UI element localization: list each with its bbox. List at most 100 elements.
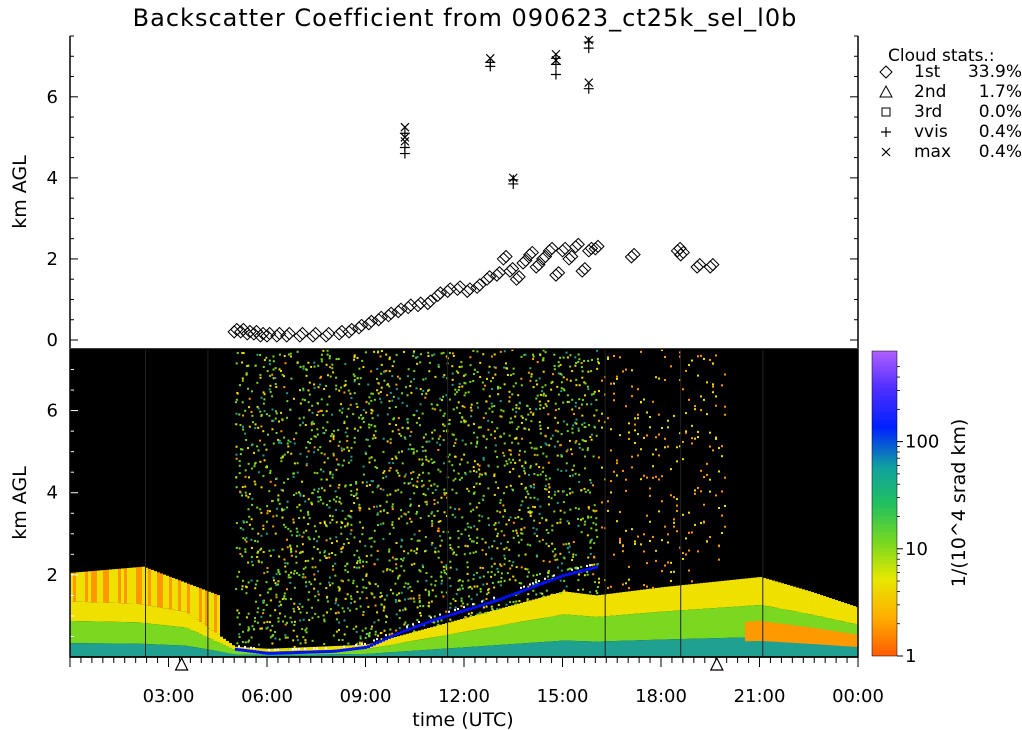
cloud-point-1st <box>460 284 474 299</box>
noise-speckle <box>320 375 323 378</box>
bl-upper-cell <box>301 647 304 651</box>
noise-speckle <box>575 384 578 387</box>
noise-speckle <box>353 436 356 439</box>
noise-speckle <box>355 585 358 588</box>
noise-speckle <box>673 518 675 521</box>
cloud-base-cell <box>391 634 394 638</box>
noise-speckle <box>364 351 367 354</box>
noise-speckle <box>559 372 562 375</box>
noise-speckle <box>551 529 554 532</box>
noise-speckle <box>302 618 305 621</box>
noise-speckle <box>449 584 452 587</box>
cloud-base-highlight <box>463 606 465 609</box>
noise-speckle <box>347 449 350 452</box>
noise-speckle <box>649 539 651 542</box>
noise-speckle <box>533 472 536 475</box>
residual-layer-cell <box>166 575 169 609</box>
noise-speckle <box>344 517 347 520</box>
noise-speckle <box>655 475 657 478</box>
bl-upper-cell <box>289 647 292 652</box>
noise-speckle <box>490 557 493 560</box>
noise-speckle <box>392 417 395 420</box>
noise-speckle <box>388 356 391 359</box>
noise-speckle <box>536 498 539 501</box>
bl-lower-cell <box>541 642 544 657</box>
noise-speckle <box>679 379 681 382</box>
residual-layer-cell <box>205 590 208 627</box>
noise-speckle <box>409 497 412 500</box>
noise-speckle <box>577 353 580 356</box>
noise-speckle <box>467 586 470 589</box>
noise-speckle <box>649 520 651 523</box>
cloud-base-cell <box>469 607 472 611</box>
noise-speckle <box>391 523 394 526</box>
noise-speckle <box>706 540 708 543</box>
noise-speckle <box>272 360 275 363</box>
noise-speckle <box>250 390 253 393</box>
bl-lower-cell <box>856 644 858 657</box>
bl-lower-cell <box>394 651 397 657</box>
residual-layer-cell <box>139 566 142 605</box>
noise-speckle <box>428 361 431 364</box>
noise-speckle <box>431 461 434 464</box>
bl-upper-cell <box>409 632 412 642</box>
noise-speckle <box>424 449 427 452</box>
noise-speckle <box>590 481 593 484</box>
noise-speckle <box>578 358 581 361</box>
noise-speckle <box>497 581 500 584</box>
noise-speckle <box>458 412 461 415</box>
noise-speckle <box>353 600 356 603</box>
noise-speckle <box>589 539 592 542</box>
noise-speckle <box>548 477 551 480</box>
noise-speckle <box>448 577 451 580</box>
noise-speckle <box>269 636 272 639</box>
noise-speckle <box>454 507 457 510</box>
noise-speckle <box>403 585 406 588</box>
bl-upper-cell <box>85 602 88 622</box>
noise-speckle <box>377 382 380 385</box>
noise-speckle <box>346 524 349 527</box>
bl-upper-cell <box>565 591 568 615</box>
noise-speckle <box>338 389 341 392</box>
noise-speckle <box>286 442 289 445</box>
noise-speckle <box>496 456 499 459</box>
noise-speckle <box>250 467 253 470</box>
cloud-base-cell <box>382 638 385 642</box>
noise-speckle <box>460 420 463 423</box>
bl-lower-cell <box>250 654 253 657</box>
noise-speckle <box>238 570 241 573</box>
noise-speckle <box>485 446 488 449</box>
noise-speckle <box>577 429 580 432</box>
noise-speckle <box>334 508 337 511</box>
noise-speckle <box>376 486 379 489</box>
noise-speckle <box>595 529 598 532</box>
noise-speckle <box>335 521 338 524</box>
noise-speckle <box>494 366 497 369</box>
cloud-base-cell <box>367 645 370 649</box>
noise-speckle <box>416 580 419 583</box>
noise-speckle <box>308 409 311 412</box>
noise-speckle <box>568 545 571 548</box>
noise-speckle <box>482 388 485 391</box>
bl-upper-cell <box>601 594 604 617</box>
noise-speckle <box>527 585 530 588</box>
noise-speckle <box>406 522 409 525</box>
noise-speckle <box>512 575 515 578</box>
noise-speckle <box>302 387 305 390</box>
noise-speckle <box>721 384 723 387</box>
noise-speckle <box>404 621 407 624</box>
noise-speckle <box>505 603 508 606</box>
noise-speckle <box>367 633 370 636</box>
noise-speckle <box>310 438 313 441</box>
noise-speckle <box>625 582 627 585</box>
bl-mid-cell <box>214 641 217 651</box>
noise-speckle <box>557 490 560 493</box>
cloud-base-highlight <box>535 581 537 584</box>
noise-speckle <box>580 518 583 521</box>
cloud-point-1st <box>433 286 448 300</box>
noise-speckle <box>349 602 352 605</box>
noise-speckle <box>437 527 440 530</box>
noise-speckle <box>542 559 545 562</box>
noise-speckle <box>509 449 512 452</box>
noise-speckle <box>307 450 310 453</box>
